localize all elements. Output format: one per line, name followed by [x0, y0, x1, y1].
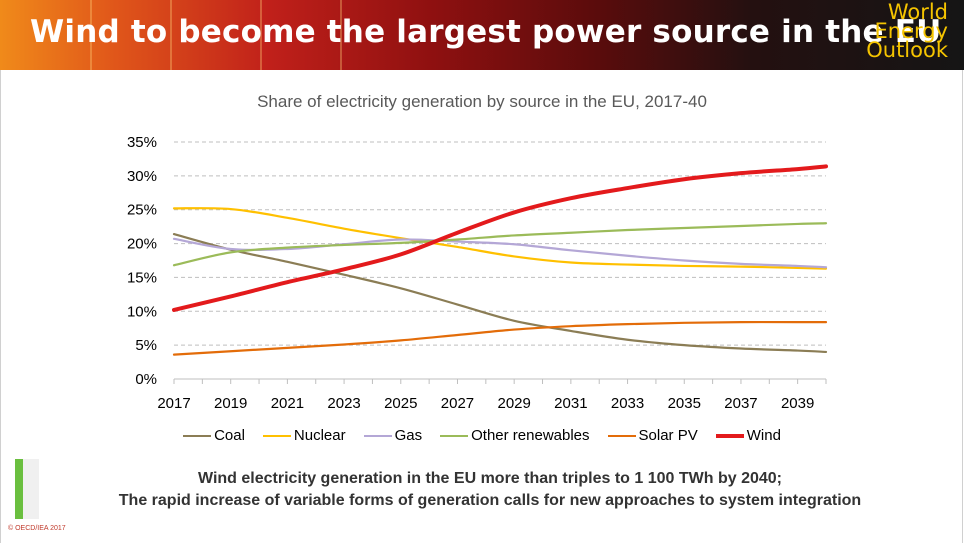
series-line-coal [172, 232, 828, 354]
legend-label: Wind [746, 427, 781, 444]
legend-item-wind: Wind [715, 427, 781, 444]
legend-swatch [607, 434, 636, 437]
legend-label: Other renewables [471, 427, 590, 444]
chart-title: Share of electricity generation by sourc… [257, 92, 707, 111]
weo-logo: World Energy Outlook [848, 0, 948, 62]
x-tick-label: 2023 [327, 395, 360, 412]
y-tick-label: 20% [127, 236, 157, 253]
x-tick-label: 2031 [554, 395, 587, 412]
legend-item-gas: Gas [363, 427, 423, 444]
x-tick-label: 2027 [441, 395, 474, 412]
y-tick-label: 35% [127, 134, 157, 151]
axes: 0% 5% 10% 15% 20% 25% 30% 35% 2017 2019 2021 2023 20… [127, 134, 827, 412]
legend-item-other-renewables: Other renewables [440, 427, 590, 444]
banner-streak [340, 0, 342, 70]
accent-bar-shade [23, 459, 39, 519]
slide-caption: Wind electricity generation in the EU mo… [40, 468, 940, 512]
legend-label: Coal [214, 427, 245, 444]
legend-item-coal: Coal [183, 427, 245, 444]
legend-label: Nuclear [293, 427, 346, 444]
chart-legend: Coal Nuclear Gas Other renewables Solar PV Wi… [0, 427, 964, 444]
legend-swatch [440, 434, 469, 437]
series-lines [172, 164, 828, 356]
logo-line-2: Energy [874, 19, 948, 43]
page-title: Wind to become the largest power source … [30, 14, 942, 50]
y-tick-label: 15% [127, 269, 157, 286]
caption-line-2: The rapid increase of variable forms of … [118, 492, 862, 509]
series-line-nuclear [172, 207, 828, 270]
legend-label: Solar PV [638, 427, 698, 444]
line-chart: 0% 5% 10% 15% 20% 25% 30% 35% 2017 2019 2021 2023 20… [127, 134, 828, 412]
series-line-wind [172, 164, 828, 312]
y-tick-label: 5% [135, 337, 157, 354]
legend-item-nuclear: Nuclear [262, 427, 346, 444]
title-banner: Wind to become the largest power source … [0, 0, 964, 70]
y-tick-label: 0% [135, 371, 157, 388]
legend-swatch [715, 433, 744, 438]
slide-frame-right [962, 70, 963, 543]
series-line-solar-pv [172, 320, 828, 356]
gridlines [174, 141, 826, 346]
series-line-gas [172, 237, 828, 269]
legend-swatch [262, 434, 291, 437]
y-tick-label: 25% [127, 202, 157, 219]
legend-item-solar-pv: Solar PV [607, 427, 698, 444]
legend-swatch [363, 434, 392, 437]
logo-line-3: Outlook [866, 38, 948, 62]
copyright-notice: © OECD/IEA 2017 [8, 525, 66, 532]
banner-streak [260, 0, 262, 70]
legend-swatch [183, 434, 212, 437]
accent-bar [15, 459, 23, 519]
x-tick-label: 2019 [214, 395, 247, 412]
y-tick-label: 10% [127, 303, 157, 320]
x-tick-label: 2039 [781, 395, 814, 412]
x-tick-label: 2025 [384, 395, 417, 412]
x-tick-label: 2033 [611, 395, 644, 412]
series-line-other-renewables [172, 222, 828, 267]
banner-streak [90, 0, 92, 70]
y-tick-label: 30% [127, 168, 157, 185]
x-tick-label: 2021 [271, 395, 304, 412]
x-tick-label: 2035 [668, 395, 701, 412]
slide-frame-left [0, 70, 1, 543]
legend-label: Gas [394, 427, 423, 444]
logo-line-1: World [887, 0, 948, 24]
caption-line-1: Wind electricity generation in the EU mo… [198, 470, 782, 487]
x-tick-label: 2029 [497, 395, 530, 412]
x-tick-label: 2037 [724, 395, 757, 412]
x-tick-label: 2017 [157, 395, 190, 412]
banner-streak [170, 0, 172, 70]
